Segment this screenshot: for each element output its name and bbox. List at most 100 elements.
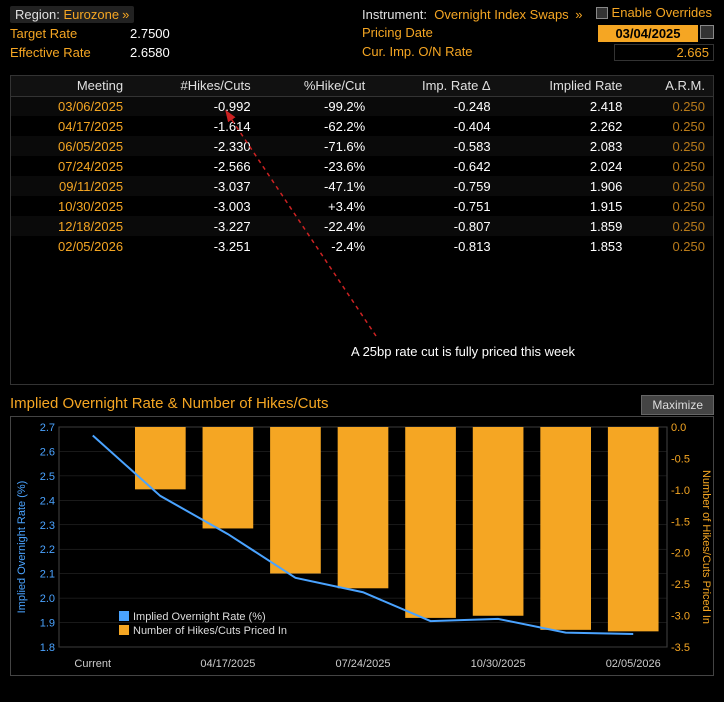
table-cell: +3.4% bbox=[259, 196, 374, 216]
svg-text:-1.5: -1.5 bbox=[671, 516, 690, 528]
table-cell: -62.2% bbox=[259, 116, 374, 136]
table-cell: 07/24/2025 bbox=[11, 156, 131, 176]
region-label: Region: bbox=[15, 7, 60, 22]
checkbox-icon bbox=[596, 7, 608, 19]
svg-text:2.4: 2.4 bbox=[40, 495, 55, 507]
svg-text:Implied Overnight Rate (%): Implied Overnight Rate (%) bbox=[16, 481, 28, 614]
table-cell: 09/11/2025 bbox=[11, 176, 131, 196]
cur-imp-label: Cur. Imp. O/N Rate bbox=[362, 44, 522, 61]
svg-text:-1.0: -1.0 bbox=[671, 485, 690, 497]
pricing-date-label: Pricing Date bbox=[362, 25, 522, 42]
table-cell: 1.906 bbox=[499, 176, 631, 196]
table-cell: -22.4% bbox=[259, 216, 374, 236]
table-cell: 1.859 bbox=[499, 216, 631, 236]
svg-text:2.7: 2.7 bbox=[40, 422, 55, 434]
table-cell: 1.915 bbox=[499, 196, 631, 216]
table-cell: 2.024 bbox=[499, 156, 631, 176]
column-header[interactable]: #Hikes/Cuts bbox=[131, 76, 258, 96]
region-selector[interactable]: Region: Eurozone » bbox=[10, 6, 134, 23]
svg-text:Current: Current bbox=[74, 658, 111, 670]
chart-title: Implied Overnight Rate & Number of Hikes… bbox=[10, 395, 714, 412]
table-cell: 12/18/2025 bbox=[11, 216, 131, 236]
rates-table-panel: Meeting#Hikes/Cuts%Hike/CutImp. Rate ΔIm… bbox=[10, 75, 714, 385]
svg-text:Number of Hikes/Cuts Priced In: Number of Hikes/Cuts Priced In bbox=[700, 470, 712, 624]
svg-text:2.3: 2.3 bbox=[40, 520, 55, 532]
instrument-value: Overnight Index Swaps bbox=[434, 7, 568, 22]
column-header[interactable]: Implied Rate bbox=[499, 76, 631, 96]
svg-text:-3.0: -3.0 bbox=[671, 611, 690, 623]
table-cell: -71.6% bbox=[259, 136, 374, 156]
svg-text:1.9: 1.9 bbox=[40, 618, 55, 630]
svg-text:2.5: 2.5 bbox=[40, 471, 55, 483]
table-cell: -2.4% bbox=[259, 236, 374, 256]
table-cell: -0.992 bbox=[131, 96, 258, 116]
table-row[interactable]: 06/05/2025-2.330-71.6%-0.5832.0830.250 bbox=[11, 136, 713, 156]
table-cell: -0.807 bbox=[373, 216, 498, 236]
svg-text:-0.5: -0.5 bbox=[671, 453, 690, 465]
table-row[interactable]: 09/11/2025-3.037-47.1%-0.7591.9060.250 bbox=[11, 176, 713, 196]
table-cell: -0.813 bbox=[373, 236, 498, 256]
region-value: Eurozone bbox=[63, 7, 119, 22]
table-cell: -99.2% bbox=[259, 96, 374, 116]
svg-text:Number of Hikes/Cuts Priced In: Number of Hikes/Cuts Priced In bbox=[133, 625, 287, 637]
table-cell: -2.566 bbox=[131, 156, 258, 176]
maximize-button[interactable]: Maximize bbox=[641, 395, 714, 415]
table-cell: -2.330 bbox=[131, 136, 258, 156]
svg-text:1.8: 1.8 bbox=[40, 642, 55, 654]
chart-section: Implied Overnight Rate & Number of Hikes… bbox=[10, 395, 714, 676]
svg-text:2.1: 2.1 bbox=[40, 569, 55, 581]
table-row[interactable]: 02/05/2026-3.251-2.4%-0.8131.8530.250 bbox=[11, 236, 713, 256]
table-cell: -0.642 bbox=[373, 156, 498, 176]
table-cell: -0.751 bbox=[373, 196, 498, 216]
table-cell: 0.250 bbox=[630, 176, 713, 196]
table-cell: 0.250 bbox=[630, 156, 713, 176]
table-cell: -3.227 bbox=[131, 216, 258, 236]
table-cell: 06/05/2025 bbox=[11, 136, 131, 156]
effective-rate-label: Effective Rate bbox=[10, 45, 130, 60]
effective-rate-value: 2.6580 bbox=[130, 45, 230, 60]
table-cell: -0.583 bbox=[373, 136, 498, 156]
table-cell: -0.248 bbox=[373, 96, 498, 116]
target-rate-value: 2.7500 bbox=[130, 26, 230, 41]
chevron-right-icon: » bbox=[122, 7, 129, 22]
table-cell: 04/17/2025 bbox=[11, 116, 131, 136]
column-header[interactable]: Meeting bbox=[11, 76, 131, 96]
table-cell: 10/30/2025 bbox=[11, 196, 131, 216]
svg-text:-2.5: -2.5 bbox=[671, 579, 690, 591]
table-cell: -0.404 bbox=[373, 116, 498, 136]
column-header[interactable]: Imp. Rate Δ bbox=[373, 76, 498, 96]
table-row[interactable]: 07/24/2025-2.566-23.6%-0.6422.0240.250 bbox=[11, 156, 713, 176]
calendar-icon[interactable] bbox=[700, 25, 714, 39]
enable-overrides-label: Enable Overrides bbox=[612, 5, 712, 20]
table-row[interactable]: 03/06/2025-0.992-99.2%-0.2482.4180.250 bbox=[11, 96, 713, 116]
svg-text:02/05/2026: 02/05/2026 bbox=[606, 658, 661, 670]
svg-text:07/24/2025: 07/24/2025 bbox=[335, 658, 390, 670]
instrument-selector[interactable]: Instrument: Overnight Index Swaps » bbox=[362, 7, 583, 22]
table-cell: -3.251 bbox=[131, 236, 258, 256]
column-header[interactable]: %Hike/Cut bbox=[259, 76, 374, 96]
table-row[interactable]: 10/30/2025-3.003+3.4%-0.7511.9150.250 bbox=[11, 196, 713, 216]
svg-text:0.0: 0.0 bbox=[671, 422, 686, 434]
enable-overrides-toggle[interactable]: Enable Overrides bbox=[596, 5, 712, 20]
chevron-right-icon: » bbox=[575, 7, 582, 22]
table-cell: -1.614 bbox=[131, 116, 258, 136]
svg-text:2.2: 2.2 bbox=[40, 544, 55, 556]
table-cell: 2.083 bbox=[499, 136, 631, 156]
table-row[interactable]: 12/18/2025-3.227-22.4%-0.8071.8590.250 bbox=[11, 216, 713, 236]
table-row[interactable]: 04/17/2025-1.614-62.2%-0.4042.2620.250 bbox=[11, 116, 713, 136]
svg-text:2.0: 2.0 bbox=[40, 593, 55, 605]
table-cell: 1.853 bbox=[499, 236, 631, 256]
svg-text:-3.5: -3.5 bbox=[671, 642, 690, 654]
column-header[interactable]: A.R.M. bbox=[630, 76, 713, 96]
svg-text:04/17/2025: 04/17/2025 bbox=[200, 658, 255, 670]
chart-canvas: 1.81.92.02.12.22.32.42.52.62.7-3.5-3.0-2… bbox=[10, 416, 714, 676]
table-cell: -47.1% bbox=[259, 176, 374, 196]
table-cell: 2.262 bbox=[499, 116, 631, 136]
table-cell: 0.250 bbox=[630, 136, 713, 156]
cur-imp-value: 2.665 bbox=[614, 44, 714, 61]
target-rate-label: Target Rate bbox=[10, 26, 130, 41]
table-cell: 0.250 bbox=[630, 196, 713, 216]
table-cell: -3.003 bbox=[131, 196, 258, 216]
pricing-date-input[interactable]: 03/04/2025 bbox=[598, 25, 698, 42]
table-cell: 0.250 bbox=[630, 216, 713, 236]
